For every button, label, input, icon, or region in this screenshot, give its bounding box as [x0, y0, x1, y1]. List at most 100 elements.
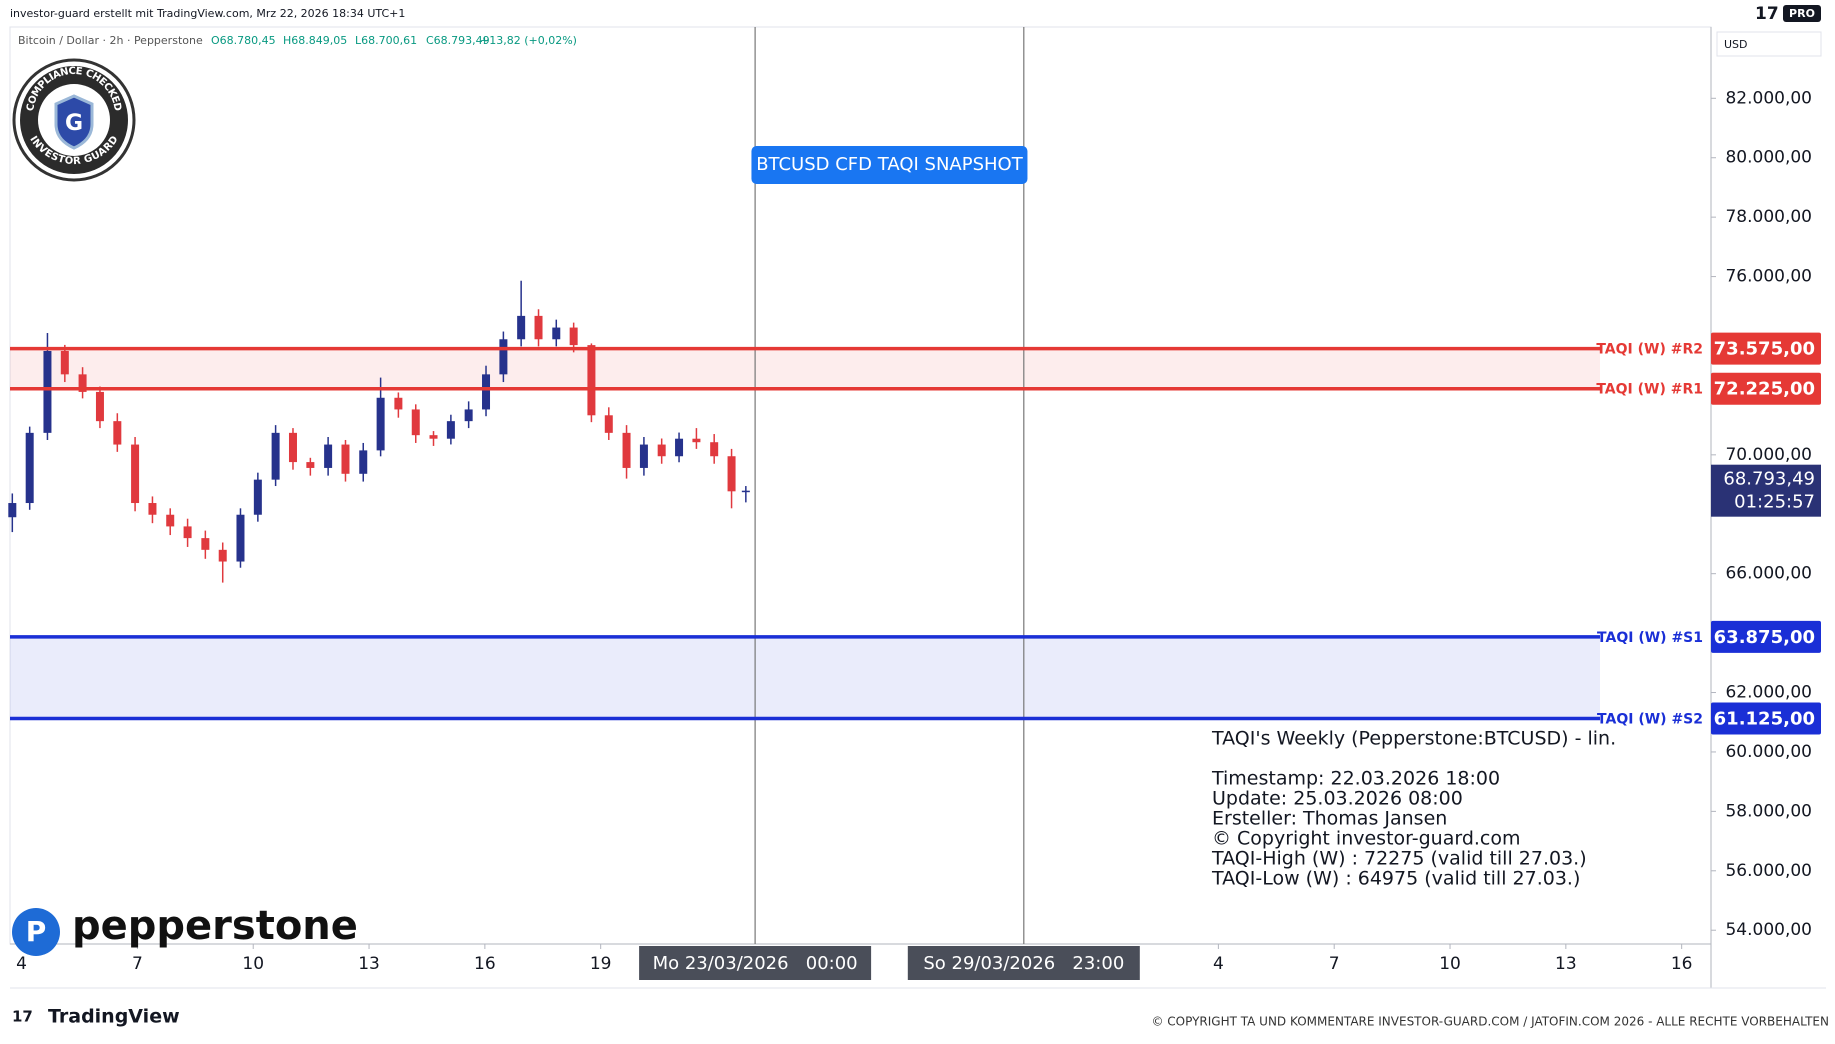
- candle-body: [60, 350, 69, 375]
- note-line: Ersteller: Thomas Jansen: [1212, 808, 1447, 830]
- candle-body: [429, 435, 438, 439]
- x-tick-label: 7: [1329, 954, 1340, 974]
- candle-body: [359, 450, 368, 474]
- ohlc-close: C68.793,49: [426, 34, 490, 47]
- y-tick-label: 58.000,00: [1725, 801, 1812, 821]
- level-badge: [1711, 332, 1821, 365]
- candle-body: [324, 444, 333, 468]
- y-tick-label: 60.000,00: [1725, 742, 1812, 762]
- broker-name: pepperstone: [72, 903, 358, 949]
- candle-body: [517, 315, 526, 340]
- v-line-badge: [639, 946, 872, 980]
- note-line: TAQI-High (W) : 72275 (valid till 27.03.…: [1211, 848, 1587, 870]
- ohlc-change: +13,82 (+0,02%): [480, 34, 577, 47]
- candle-body: [43, 350, 52, 433]
- level-badge: [1711, 372, 1821, 405]
- y-tick-label: 80.000,00: [1725, 148, 1812, 168]
- candle-body: [271, 432, 280, 480]
- y-tick-label: 54.000,00: [1725, 920, 1812, 940]
- x-tick-label: 13: [358, 954, 380, 974]
- level-zone: [10, 636, 1600, 719]
- level-label: 61.125,00: [1714, 709, 1815, 730]
- y-tick-label: 78.000,00: [1725, 207, 1812, 227]
- candle-body: [587, 345, 596, 416]
- candle-body: [464, 409, 473, 422]
- candle-body: [201, 538, 210, 550]
- y-tick-label: 70.000,00: [1725, 445, 1812, 465]
- level-badge: [1711, 620, 1821, 653]
- candle-body: [622, 432, 631, 468]
- note-line: Timestamp: 22.03.2026 18:00: [1211, 768, 1500, 790]
- x-tick-label: 16: [474, 954, 496, 974]
- broker-logo: P pepperstone: [12, 903, 358, 956]
- tv-footer-name: TradingView: [48, 1006, 180, 1028]
- y-tick-label: 76.000,00: [1725, 267, 1812, 287]
- tv-pro-logo: 17 PRO: [1755, 4, 1821, 24]
- candle-body: [692, 438, 701, 443]
- countdown: 01:25:57: [1734, 492, 1815, 513]
- candle-body: [499, 339, 508, 375]
- x-tick-label: 10: [242, 954, 264, 974]
- candle-body: [95, 391, 104, 422]
- candle-body: [218, 549, 227, 562]
- candle-body: [482, 374, 491, 410]
- tv-footer-mark: 17: [12, 1008, 33, 1026]
- compliance-badge: COMPLIANCE CHECKED INVESTOR GUARD G: [12, 58, 136, 182]
- candle-body: [675, 438, 684, 457]
- candle-body: [446, 421, 455, 439]
- candle-body: [411, 409, 420, 436]
- level-name: TAQI (W) #S1: [1597, 630, 1703, 646]
- candle-body: [727, 456, 736, 492]
- level-name: TAQI (W) #R1: [1596, 382, 1703, 398]
- x-tick-label: 4: [1213, 954, 1224, 974]
- candle-body: [236, 514, 245, 562]
- candle-body: [253, 479, 262, 515]
- y-tick-label: 82.000,00: [1725, 88, 1812, 108]
- candle-body: [148, 503, 157, 515]
- level-name: TAQI (W) #R2: [1596, 342, 1703, 358]
- note-line: TAQI-Low (W) : 64975 (valid till 27.03.): [1211, 868, 1580, 890]
- level-label: 63.875,00: [1714, 627, 1815, 648]
- last-price-badge: [1711, 464, 1821, 517]
- plot-layer: 54.000,00 56.000,00 58.000,00 60.000,00 62.0…: [8, 27, 1821, 980]
- level-name: TAQI (W) #S2: [1597, 712, 1703, 728]
- candle-body: [183, 526, 192, 539]
- y-tick-label: 66.000,00: [1725, 564, 1812, 584]
- x-tick-label: 10: [1439, 954, 1461, 974]
- badge-letter: G: [65, 111, 83, 136]
- candle-body: [394, 397, 403, 410]
- candle-body: [131, 444, 140, 504]
- ohlc-open: O68.780,45: [211, 34, 276, 47]
- note-line: © Copyright investor-guard.com: [1212, 828, 1521, 850]
- candle-body: [376, 397, 385, 451]
- note-title: TAQI's Weekly (Pepperstone:BTCUSD) - lin…: [1211, 728, 1616, 750]
- y-tick-label: 56.000,00: [1725, 861, 1812, 881]
- candle-body: [8, 503, 17, 518]
- level-zone: [10, 348, 1600, 389]
- candle-body: [639, 444, 648, 468]
- candle-body: [113, 421, 122, 445]
- level-label: 73.575,00: [1714, 339, 1815, 360]
- candle-body: [341, 444, 350, 474]
- header-text: investor-guard erstellt mit TradingView.…: [10, 7, 405, 20]
- currency: USD: [1724, 38, 1748, 51]
- x-tick-label: 4: [16, 954, 27, 974]
- broker-icon: [12, 908, 60, 956]
- symbol-line: Bitcoin / Dollar · 2h · Pepperstone: [18, 34, 203, 47]
- candle-body: [552, 327, 561, 340]
- x-tick-label: 16: [1671, 954, 1693, 974]
- ohlc-low: L68.700,61: [355, 34, 417, 47]
- last-price-label: 68.793,49: [1723, 469, 1815, 490]
- annotation: BTCUSD CFD TAQI SNAPSHOT: [756, 154, 1024, 175]
- candle-body: [569, 327, 578, 346]
- ohlc-high: H68.849,05: [283, 34, 347, 47]
- candle-body: [657, 444, 666, 457]
- candle-body: [306, 462, 315, 468]
- x-tick-label: 7: [132, 954, 143, 974]
- v-line-badge: [907, 946, 1140, 980]
- tv-mark: 17: [1755, 4, 1779, 24]
- level-badge: [1711, 702, 1821, 735]
- pro-badge: [1783, 5, 1821, 22]
- annotation-box: [751, 146, 1028, 184]
